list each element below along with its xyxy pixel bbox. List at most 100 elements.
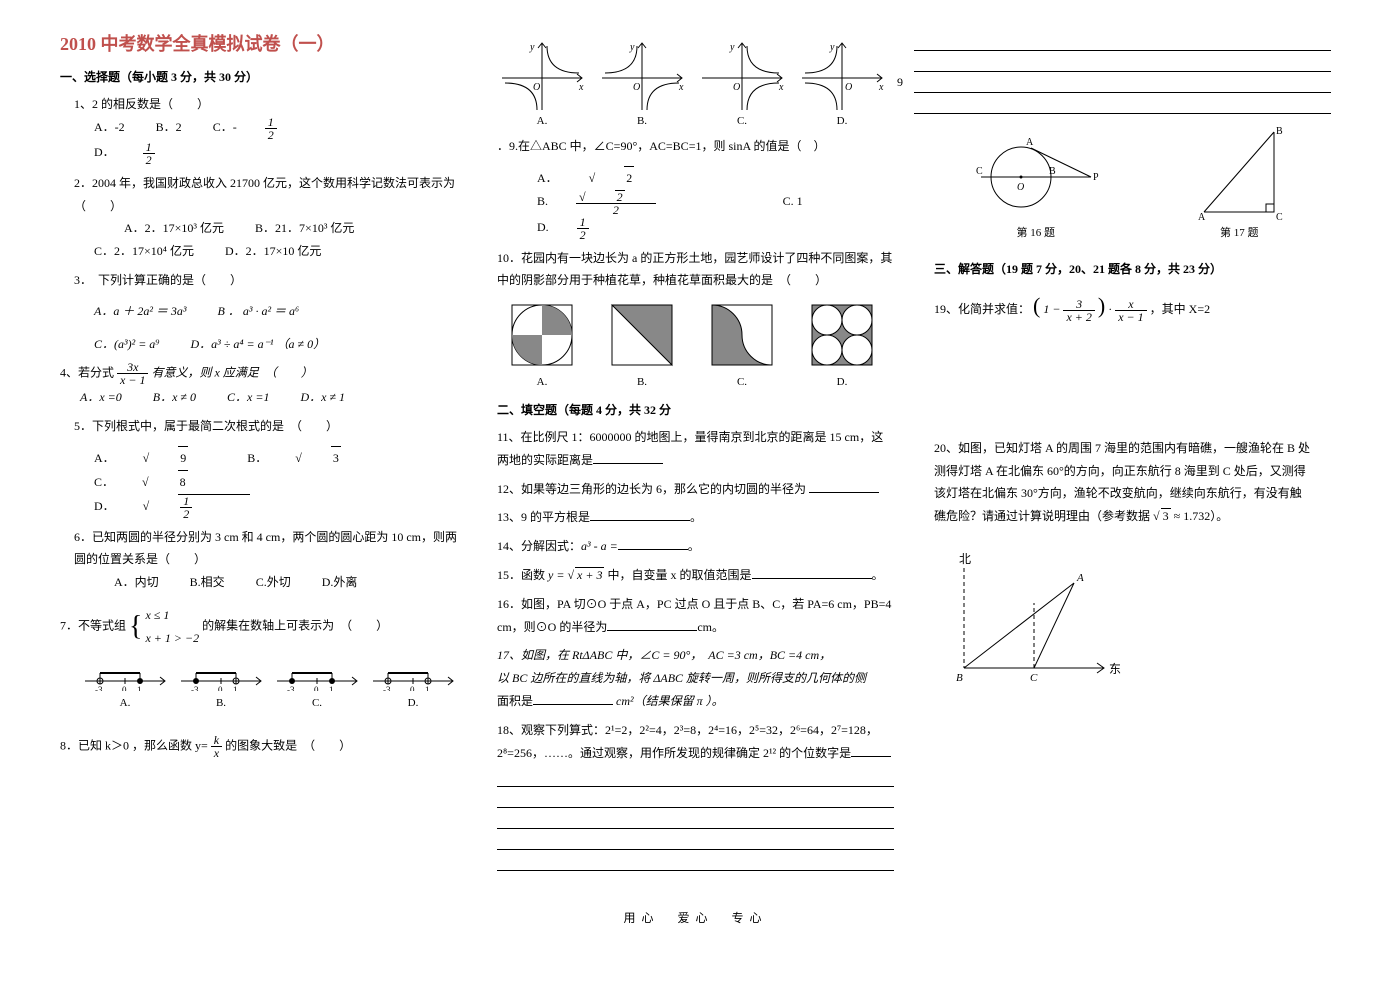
- numline-b-icon: -3 0 1: [176, 661, 266, 691]
- q1-stem: 1、2 的相反数是（ ）: [74, 93, 457, 116]
- q1-optC: C．-12: [213, 116, 333, 141]
- pattern-c-icon: [707, 300, 777, 370]
- q4-optA: A．x =0: [80, 386, 122, 409]
- q4-stem-pre: 4、若分式: [60, 366, 117, 380]
- q10-labelB: B.: [607, 372, 677, 393]
- q9-optB: B.√22: [537, 190, 712, 216]
- svg-text:-3: -3: [287, 685, 295, 691]
- svg-text:O: O: [633, 82, 640, 93]
- q3: 3． 下列计算正确的是（ ） A．a ＋ 2a² ＝ 3a³ B ． a³ · …: [74, 269, 457, 355]
- pattern-b-icon: [607, 300, 677, 370]
- q7-stem-pre: 7．不等式组: [60, 618, 126, 632]
- q4: 4、若分式 3xx − 1 有意义，则 x 应满足 （ ） A．x =0 B．x…: [60, 361, 457, 409]
- q9: ．9.在△ABC 中，∠C=90°，AC=BC=1，则 sinA 的值是（ ） …: [497, 135, 894, 241]
- q2-optC: C．2．17×10⁴ 亿元: [94, 240, 194, 263]
- compass-diagram-icon: 北 东 B C A: [934, 548, 1134, 698]
- svg-text:O: O: [733, 82, 740, 93]
- q7-labelB: B.: [176, 693, 266, 714]
- q1-optA: A．-2: [94, 116, 125, 139]
- writing-line: [914, 80, 1331, 93]
- q14: 14、分解因式：a³ - a =。: [497, 535, 894, 558]
- q7-sys2: x + 1 > −2: [145, 627, 199, 650]
- q6-optB: B.相交: [190, 571, 225, 594]
- writing-line: [497, 795, 894, 808]
- svg-text:1: 1: [425, 685, 430, 691]
- q20-l1: 20、如图，已知灯塔 A 的周围 7 海里的范围内有暗礁，一艘渔轮在 B 处: [934, 437, 1331, 460]
- hyperbola-a-icon: xyO: [497, 38, 587, 113]
- q7-numberlines: -3 0 1 A. -3 0 1: [80, 661, 457, 714]
- svg-text:x: x: [578, 82, 584, 93]
- q8: 8．已知 k＞0 ，那么函数 y= kx 的图象大致是 （ ）: [60, 734, 457, 759]
- q12: 12、如果等边三角形的边长为 6，那么它的内切圆的半径为: [497, 478, 894, 501]
- svg-text:B: B: [956, 672, 963, 684]
- svg-text:x: x: [678, 82, 684, 93]
- svg-text:东: 东: [1109, 662, 1121, 676]
- q7-labelD: D.: [368, 693, 458, 714]
- q18-l1: 18、观察下列算式：2¹=2，2²=4，2³=8，2⁴=16，2⁵=32，2⁶=…: [497, 719, 894, 742]
- q7-labelC: C.: [272, 693, 362, 714]
- q2: 2．2004 年，我国财政总收入 21700 亿元，这个数用科学记数法可表示为 …: [74, 172, 457, 263]
- q10-labelD: D.: [807, 372, 877, 393]
- q20: 20、如图，已知灯塔 A 的周围 7 海里的范围内有暗礁，一艘渔轮在 B 处 测…: [934, 437, 1331, 528]
- fig17-label: 第 17 题: [1184, 224, 1294, 240]
- numline-a-icon: -3 0 1: [80, 661, 170, 691]
- section1-head: 一、选择题（每小题 3 分，共 30 分）: [60, 68, 457, 85]
- svg-text:y: y: [829, 42, 835, 53]
- q10-labelA: A.: [507, 372, 577, 393]
- svg-text:y: y: [529, 42, 535, 53]
- q16-blank: [607, 618, 697, 631]
- q2-optD: D．2．17×10 亿元: [225, 240, 321, 263]
- q8-stem-pre: 8．已知 k＞0 ，那么函数 y=: [60, 738, 211, 752]
- svg-text:x: x: [778, 82, 784, 93]
- q10-stem: 10．花园内有一块边长为 a 的正方形土地，园艺师设计了四种不同图案，其中的阴影…: [497, 247, 894, 293]
- svg-text:-3: -3: [191, 685, 199, 691]
- q1-optB: B．2: [156, 116, 182, 139]
- numline-d-icon: -3 0 1: [368, 661, 458, 691]
- q9-optD: D.12: [537, 216, 645, 241]
- q8-graphs: xyO A. xyO B.: [497, 38, 894, 127]
- q6-optC: C.外切: [256, 571, 291, 594]
- svg-text:1: 1: [137, 685, 142, 691]
- svg-text:C: C: [1276, 212, 1283, 222]
- q7-labelA: A.: [80, 693, 170, 714]
- svg-text:A: A: [1026, 137, 1034, 148]
- q2-optB: B．21．7×10³ 亿元: [255, 217, 354, 240]
- q20-figure: 北 东 B C A: [934, 548, 1331, 698]
- q8-stem-post: 的图象大致是 （ ）: [225, 738, 351, 752]
- svg-text:x: x: [878, 82, 884, 93]
- q6: 6．已知两圆的半径分别为 3 cm 和 4 cm，两个圆的圆心距为 10 cm，…: [74, 526, 457, 594]
- svg-text:1: 1: [233, 685, 238, 691]
- q9-trail: 9: [897, 75, 903, 90]
- q8-labelB: B.: [597, 115, 687, 127]
- q9-stem: ．9.在△ABC 中，∠C=90°，AC=BC=1，则 sinA 的值是（ ）: [497, 135, 894, 158]
- writing-line: [497, 774, 894, 787]
- q5: 5．下列根式中，属于最简二次根式的是 （ ） A．√9 B．√3 C．√8 D．…: [74, 415, 457, 519]
- q19: 19、化简并求值： ( 1 − 3x + 2 ) · xx − 1 ，其中 X=…: [934, 285, 1331, 327]
- q5-optB: B．√3: [247, 446, 369, 470]
- q18-blank: [851, 744, 891, 757]
- section3-head: 三、解答题（19 题 7 分，20、21 题各 8 分，共 23 分）: [934, 260, 1331, 277]
- q14-blank: [618, 537, 688, 550]
- q4-optC: C．x =1: [227, 386, 269, 409]
- svg-text:-3: -3: [95, 685, 103, 691]
- q3-optD: D．a³ ÷ a⁴ = a⁻¹ （a ≠ 0）: [190, 333, 325, 356]
- writing-line: [497, 858, 894, 871]
- q17: 17、如图，在 RtΔABC 中，∠C = 90°， AC =3 cm，BC =…: [497, 644, 894, 712]
- fig16-label: 第 16 题: [971, 224, 1101, 240]
- svg-text:1: 1: [329, 685, 334, 691]
- svg-text:O: O: [845, 82, 852, 93]
- q15: 15．函数 y = √x + 3 中，自变量 x 的取值范围是。: [497, 564, 894, 587]
- pattern-d-icon: [807, 300, 877, 370]
- q5-optA: A．√9: [94, 446, 216, 470]
- q17-l2: 以 BC 边所在的直线为轴，将 ΔABC 旋转一周，则所得支的几何体的侧: [497, 667, 894, 690]
- q4-optB: B．x ≠ 0: [153, 386, 196, 409]
- q6-optA: A．内切: [114, 571, 159, 594]
- svg-text:B: B: [1276, 126, 1283, 137]
- q15-blank: [752, 566, 872, 579]
- q4-stem-post: 有意义，则 x 应满足 （ ）: [151, 366, 312, 380]
- svg-text:C: C: [1030, 672, 1038, 684]
- svg-text:B: B: [1049, 166, 1056, 177]
- q10: 10．花园内有一块边长为 a 的正方形土地，园艺师设计了四种不同图案，其中的阴影…: [497, 247, 894, 393]
- writing-line: [497, 816, 894, 829]
- q10-labelC: C.: [707, 372, 777, 393]
